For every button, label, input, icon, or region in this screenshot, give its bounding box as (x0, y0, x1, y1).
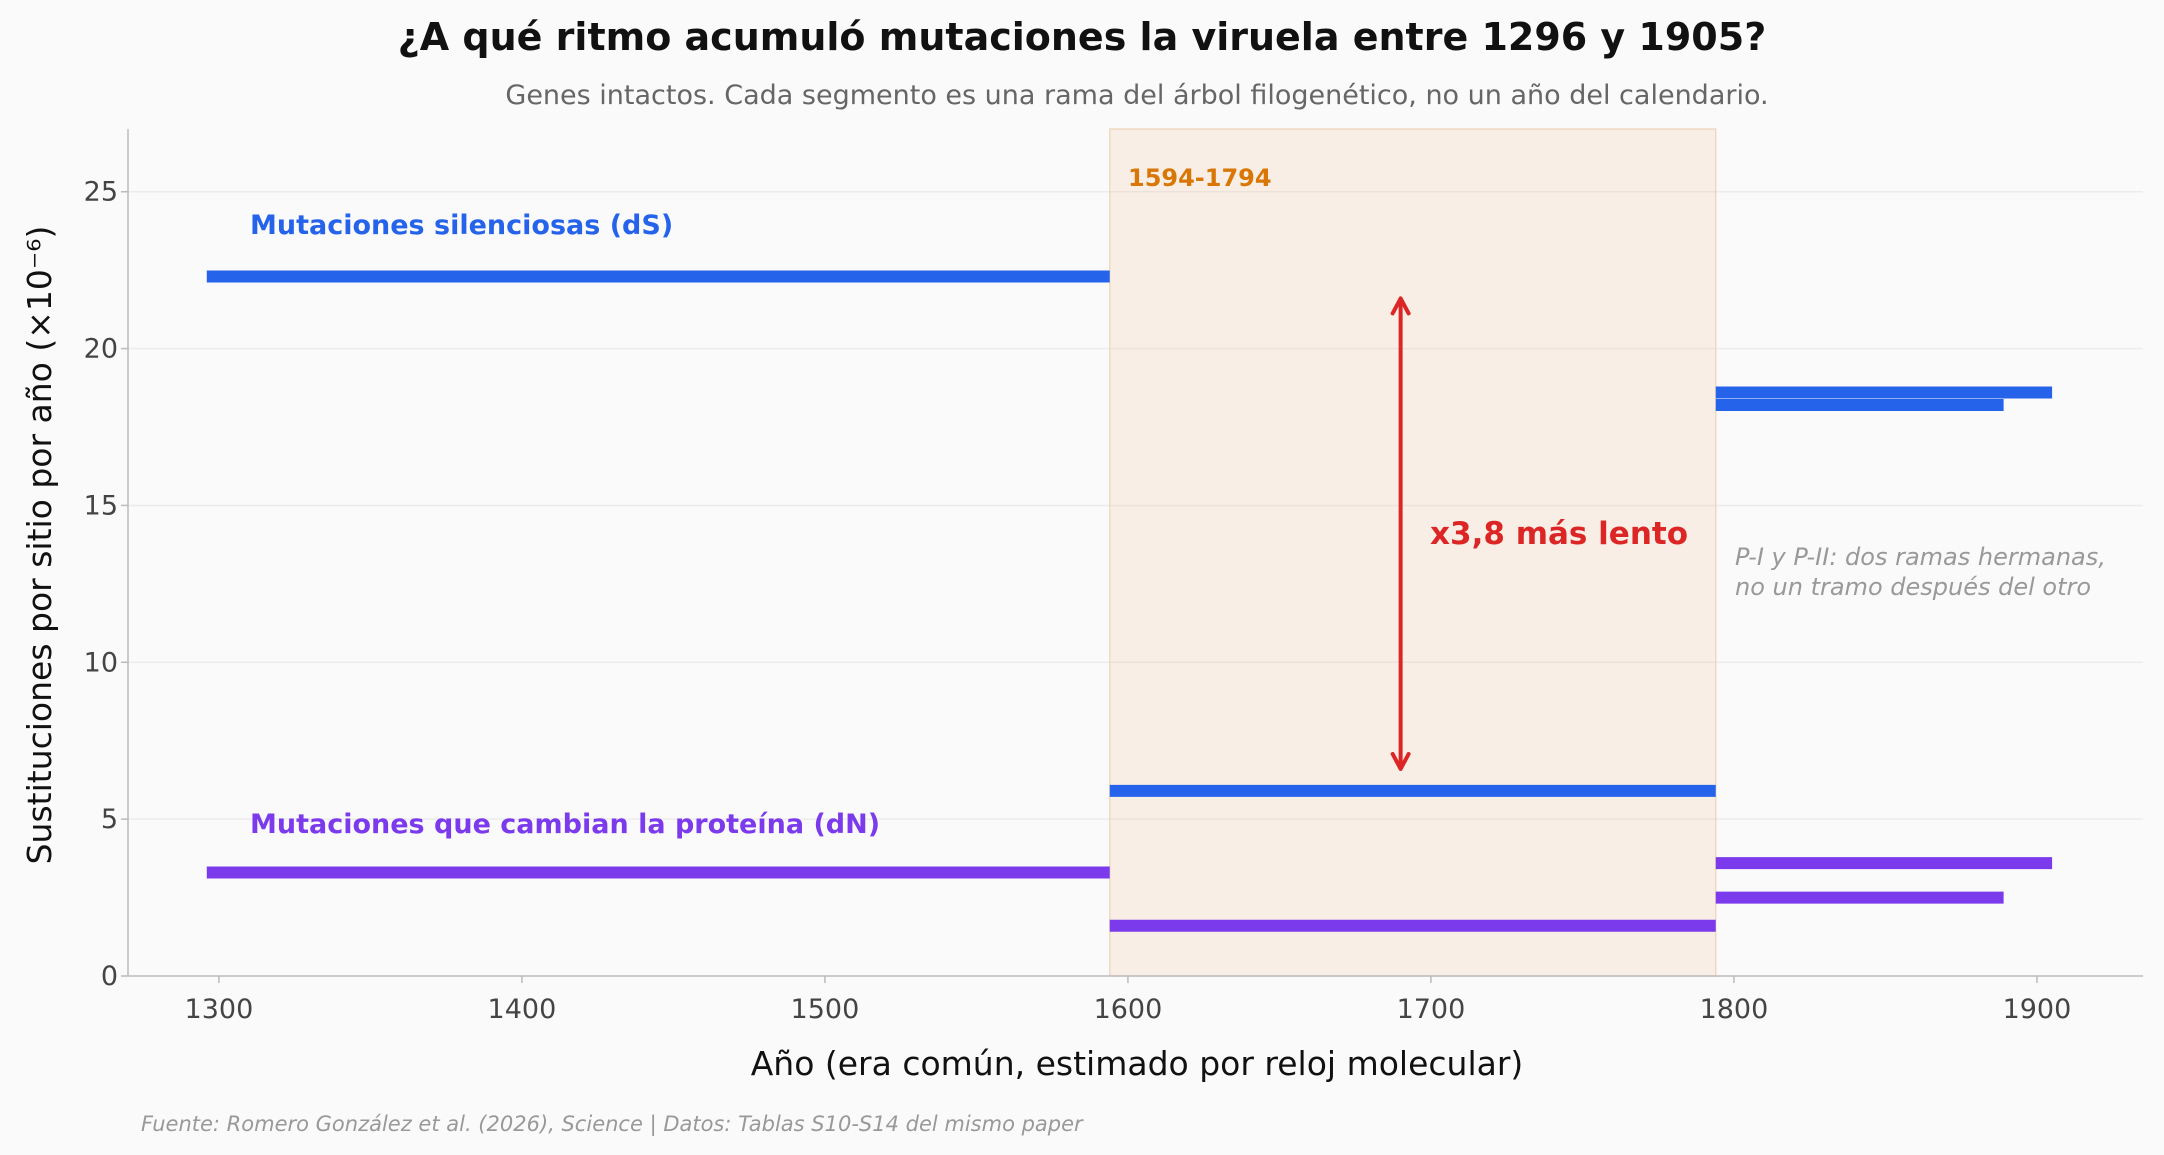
ticks: 1300 1400 1500 1600 1700 1800 1900 0 5 10 15 20 25 (84, 177, 2072, 1025)
series-label-ds: Mutaciones silenciosas (dS) (250, 210, 673, 241)
source-note: Fuente: Romero González et al. (2026), S… (141, 1112, 1084, 1137)
x-tick-label-1300: 1300 (185, 994, 254, 1025)
y-tick-label-15: 15 (84, 490, 118, 521)
x-axis-label: Año (era común, estimado por reloj molec… (751, 1044, 1524, 1083)
series-label-dn: Mutaciones que cambian la proteína (dN) (250, 809, 880, 840)
x-tick-label-1700: 1700 (1397, 994, 1466, 1025)
ratio-annotation (1390, 296, 1411, 771)
axes (127, 129, 2143, 977)
x-tick-label-1900: 1900 (2003, 994, 2072, 1025)
note-line-1: P-I y P-II: dos ramas hermanas, (1735, 543, 2106, 571)
y-tick-label-25: 25 (84, 177, 118, 208)
ratio-arrow-head-bottom (1390, 751, 1411, 771)
x-tick-label-1400: 1400 (488, 994, 557, 1025)
highlight-period-band (1108, 128, 1717, 977)
ratio-annotation-label: x3,8 más lento (1430, 516, 1688, 552)
y-tick-label-5: 5 (101, 804, 118, 835)
x-tick-label-1500: 1500 (791, 994, 860, 1025)
ratio-arrow-head-top (1390, 296, 1411, 316)
plot-area (206, 270, 2053, 932)
y-tick-label-10: 10 (84, 647, 118, 678)
chart-title: ¿A qué ritmo acumuló mutaciones la virue… (398, 15, 1767, 59)
x-tick-label-1600: 1600 (1094, 994, 1163, 1025)
x-tick-label-1800: 1800 (1700, 994, 1769, 1025)
y-tick-label-0: 0 (101, 961, 118, 992)
chart-subtitle: Genes intactos. Cada segmento es una ram… (505, 80, 1768, 111)
note-line-2: no un tramo después del otro (1735, 573, 2091, 601)
y-axis-label: Sustituciones por sitio por año (×10⁻⁶) (20, 226, 59, 865)
y-tick-label-20: 20 (84, 334, 118, 365)
sister-branches-note: P-I y P-II: dos ramas hermanas, no un tr… (1735, 543, 2114, 601)
grid (128, 190, 2143, 820)
highlight-period-label: 1594-1794 (1128, 164, 1272, 192)
